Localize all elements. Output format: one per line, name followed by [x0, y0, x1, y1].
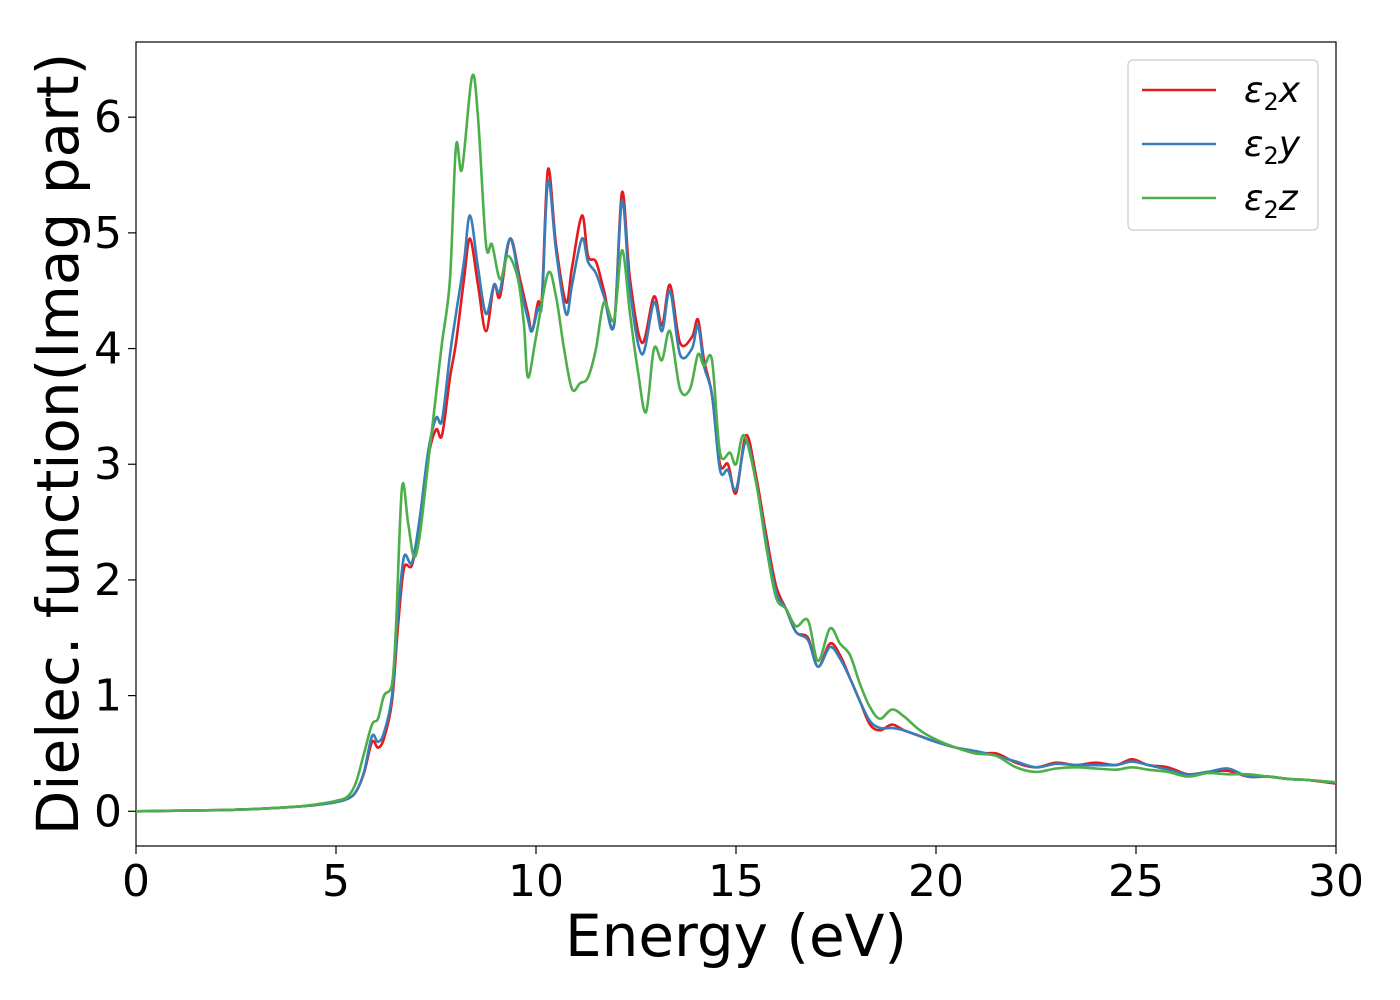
- x-tick-label: 0: [122, 856, 150, 907]
- y-axis: 0 1 2 3 4 5 6: [94, 92, 136, 837]
- legend-label-subscript: 2: [1263, 88, 1278, 116]
- x-tick-label: 5: [322, 856, 350, 907]
- x-tick-label: 10: [508, 856, 564, 907]
- legend-label-2: ε2y: [1244, 124, 1301, 170]
- legend-label-suffix: y: [1278, 124, 1301, 165]
- y-tick-label: 2: [94, 555, 122, 606]
- y-axis-label: Dielec. function(Imag part): [24, 53, 92, 836]
- y-tick-label: 5: [94, 208, 122, 259]
- y-tick-label: 0: [94, 786, 122, 837]
- y-tick-label: 1: [94, 671, 122, 722]
- series-line-3: [136, 73, 1336, 813]
- legend-label-main: ε: [1244, 70, 1263, 111]
- y-tick-label: 4: [94, 324, 122, 375]
- x-tick-label: 15: [708, 856, 764, 907]
- x-axis-label: Energy (eV): [565, 902, 907, 970]
- x-tick-label: 20: [908, 856, 964, 907]
- legend-label-suffix: x: [1278, 70, 1301, 111]
- x-tick-label: 25: [1108, 856, 1164, 907]
- legend-label-main: ε: [1244, 124, 1263, 165]
- legend-label-suffix: z: [1278, 178, 1299, 219]
- legend-label-main: ε: [1244, 178, 1263, 219]
- legend-label-subscript: 2: [1263, 142, 1278, 170]
- legend-label-subscript: 2: [1263, 196, 1278, 224]
- legend-label-1: ε2x: [1244, 70, 1301, 116]
- x-axis: 0 5 10 15 20 25 30: [122, 846, 1364, 907]
- y-tick-label: 6: [94, 92, 122, 143]
- legend-frame: [1127, 59, 1319, 231]
- x-tick-label: 30: [1308, 856, 1364, 907]
- y-tick-label: 3: [94, 439, 122, 490]
- series-layer: [136, 73, 1336, 813]
- legend-label-3: ε2z: [1244, 178, 1299, 224]
- series-line-2: [136, 178, 1336, 813]
